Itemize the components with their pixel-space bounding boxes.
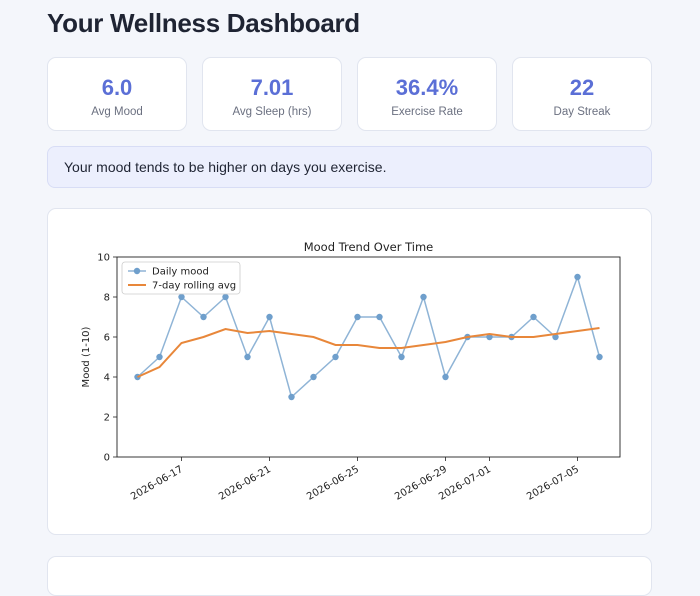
data-point [596, 353, 603, 361]
stat-card-avg-mood: 6.0 Avg Mood [47, 57, 187, 131]
insight-text: Your mood tends to be higher on days you… [64, 159, 387, 175]
next-card [47, 556, 652, 596]
plot-frame [116, 256, 621, 458]
stat-label: Avg Sleep (hrs) [232, 106, 312, 118]
legend-label: 7-day rolling avg [152, 281, 236, 292]
y-tick-label: 4 [104, 373, 110, 384]
data-point [376, 313, 383, 321]
data-point [244, 353, 251, 361]
y-tick-label: 6 [104, 333, 110, 344]
data-point [178, 293, 185, 301]
stat-value: 6.0 [101, 75, 133, 100]
series-line-rolling-avg [137, 327, 600, 378]
x-tick-label: 2026-06-17 [129, 464, 185, 503]
data-point [200, 313, 207, 321]
chart-title: Mood Trend Over Time [304, 240, 434, 254]
y-tick-label: 2 [104, 413, 110, 424]
data-point [552, 333, 559, 341]
data-point [310, 373, 317, 381]
stat-label: Avg Mood [91, 106, 143, 118]
stat-card-exercise-rate: 36.4% Exercise Rate [357, 57, 497, 131]
series-line-daily-mood [136, 274, 601, 399]
data-point [354, 313, 361, 321]
data-point [420, 293, 427, 301]
data-point [266, 313, 273, 321]
legend-label: Daily mood [152, 267, 209, 278]
data-point [332, 353, 339, 361]
x-tick-label: 2026-06-25 [305, 464, 361, 503]
y-axis-label: Mood (1-10) [81, 326, 92, 387]
page-title: Your Wellness Dashboard [47, 8, 360, 38]
mood-trend-chart: Mood Trend Over Time Mood (1-10) 0 2 4 6 8 10 20… [81, 240, 621, 503]
insight-banner: Your mood tends to be higher on days you… [47, 146, 652, 188]
x-tick-label: 2026-07-05 [525, 464, 581, 503]
data-point [442, 373, 449, 381]
data-point [574, 273, 581, 281]
x-tick-label: 2026-06-21 [217, 464, 273, 503]
data-point [222, 293, 229, 301]
stat-value: 7.01 [250, 75, 294, 100]
stat-value: 36.4% [395, 75, 459, 100]
stat-label: Day Streak [553, 106, 611, 118]
stat-card-day-streak: 22 Day Streak [512, 57, 652, 131]
data-point [530, 313, 537, 321]
mood-chart-card: Mood Trend Over Time Mood (1-10) 0 2 4 6 8 10 20… [47, 208, 652, 535]
stat-card-avg-sleep: 7.01 Avg Sleep (hrs) [202, 57, 342, 131]
legend-swatch-marker [133, 267, 141, 275]
legend-box [121, 261, 241, 295]
y-tick-label: 10 [97, 253, 110, 264]
data-point [486, 333, 493, 341]
stat-label: Exercise Rate [391, 106, 463, 118]
data-point [156, 353, 163, 361]
y-tick-label: 8 [104, 293, 110, 304]
data-point [398, 353, 405, 361]
data-point [288, 393, 295, 401]
y-tick-label: 0 [104, 453, 110, 464]
stat-value: 22 [569, 75, 595, 100]
